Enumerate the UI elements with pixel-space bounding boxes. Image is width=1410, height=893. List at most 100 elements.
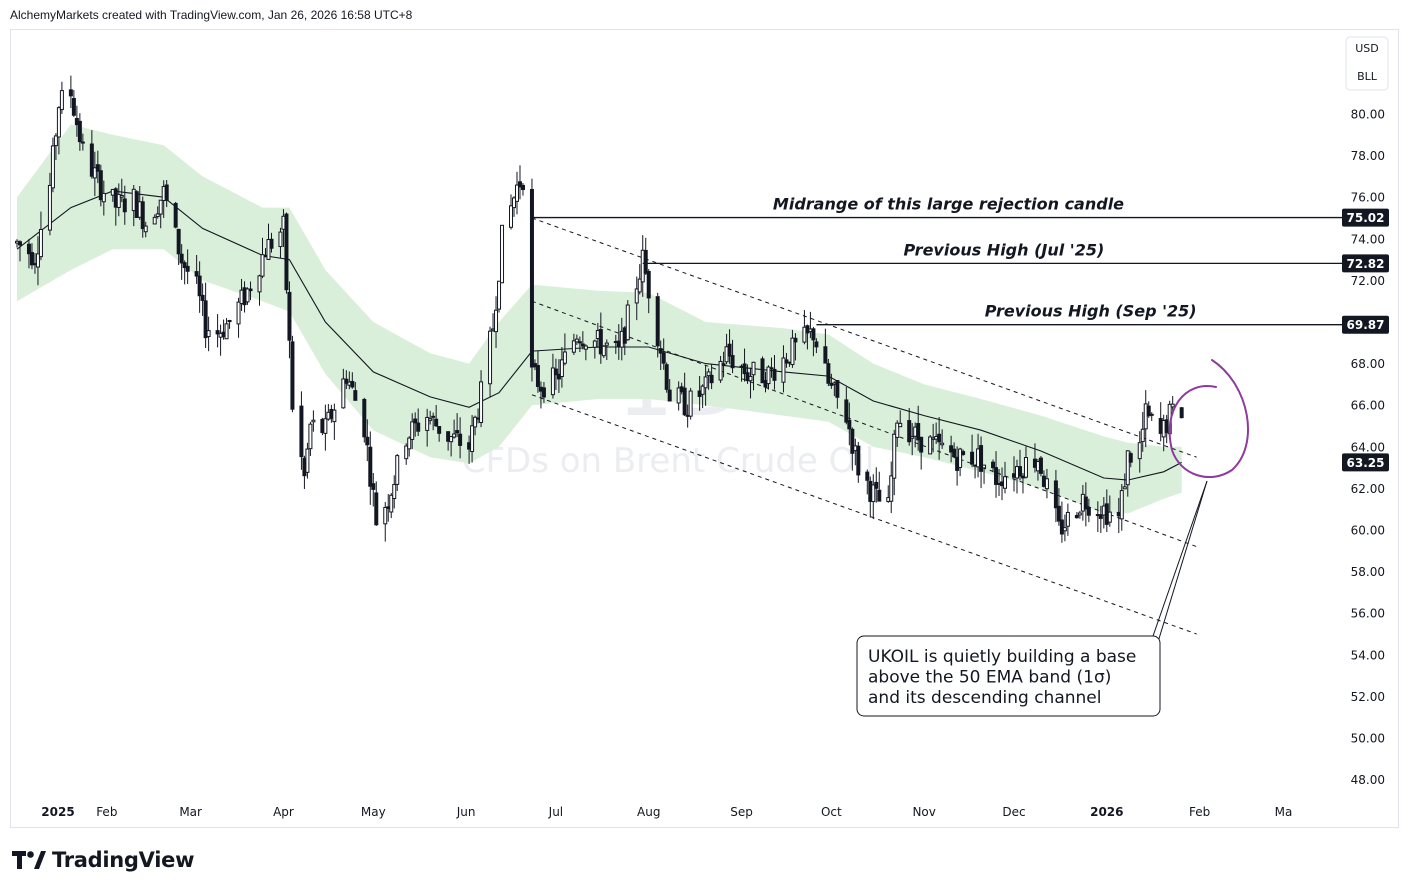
candle [101,180,106,216]
candle-body [751,361,756,376]
candle-body [1086,507,1091,516]
tradingview-logo[interactable]: TradingView [12,848,194,872]
candle-body [871,484,876,503]
candle [71,90,76,117]
tradingview-brand: TradingView [52,848,195,872]
candle [601,344,606,359]
candle [658,340,663,370]
candle-body [26,243,31,255]
candle [407,436,412,457]
candle-body [245,288,250,303]
candle [874,467,879,503]
candle-body [592,340,597,348]
candle [898,410,903,428]
y-tick-label: 54.00 [1351,648,1385,662]
candle [991,459,996,473]
candle-body [529,188,534,368]
candle-body [646,271,651,299]
candle-body [970,451,975,465]
candle [374,481,379,526]
candle-body [727,343,732,357]
candle [790,329,795,368]
candle [1053,469,1058,523]
candle-body [383,506,388,525]
candle-body [1119,490,1124,520]
candle [26,238,31,269]
candle-body [916,423,921,441]
candle [850,427,855,471]
ema-band [17,124,1182,514]
candle-body [1044,478,1049,490]
candle [197,261,202,313]
y-tick-label: 50.00 [1351,732,1385,746]
y-tick-label: 58.00 [1351,565,1385,579]
candle-body [991,461,996,469]
candle-body [140,201,145,230]
candle [784,352,789,368]
candle [892,429,897,496]
candle [793,333,798,361]
candle-body [269,238,274,249]
candle [511,196,516,217]
candle [1098,505,1103,533]
candle [365,419,370,462]
candle-body [1149,413,1154,416]
candle-body [224,323,229,340]
candle [580,331,585,350]
candle [982,464,987,484]
candle-body [598,329,603,355]
candle-body [80,141,85,144]
level-badge-1 [1342,208,1389,227]
candle [299,391,304,470]
candle [910,423,915,456]
last-price-text: 63.25 [1347,456,1385,470]
candle [781,345,786,393]
candle [311,410,316,432]
candle [59,81,64,114]
candle [1017,449,1022,481]
candle [520,182,525,196]
candle-body [284,213,289,291]
candle-body [1038,457,1043,474]
candle [604,339,609,360]
candle-body [583,345,588,350]
candle-body [404,445,409,460]
candle [541,381,546,403]
candle [257,274,262,306]
candle [458,417,463,459]
candle-body [203,300,208,339]
candle-body [1170,403,1175,408]
callout-box [856,635,1161,717]
candle [958,447,963,477]
candle-body [452,433,457,438]
candle [1125,450,1130,497]
candle [410,413,415,450]
candle-body [559,359,564,377]
candle [577,336,582,353]
candle [856,441,861,483]
candle [434,405,439,428]
candle-body [1062,527,1067,532]
candle-body [236,301,241,325]
tradingview-logo-icon [12,851,46,869]
candle [95,150,100,184]
candle [1107,495,1112,527]
x-tick-label: Mar [179,805,202,819]
candle-body [1023,457,1028,478]
y-tick-label: 56.00 [1351,607,1385,621]
candle-body [38,228,43,258]
candle [353,382,358,401]
candle-body [784,359,789,364]
candle-body [682,387,687,416]
candle-body [344,378,349,384]
candle-body [200,294,205,301]
candle-body [844,399,849,423]
candle-body [541,387,546,398]
candle [553,358,558,390]
candle-body [574,338,579,343]
y-tick-label: 62.00 [1351,482,1385,496]
candle [89,130,94,179]
candle [236,297,241,338]
candle [823,328,828,364]
